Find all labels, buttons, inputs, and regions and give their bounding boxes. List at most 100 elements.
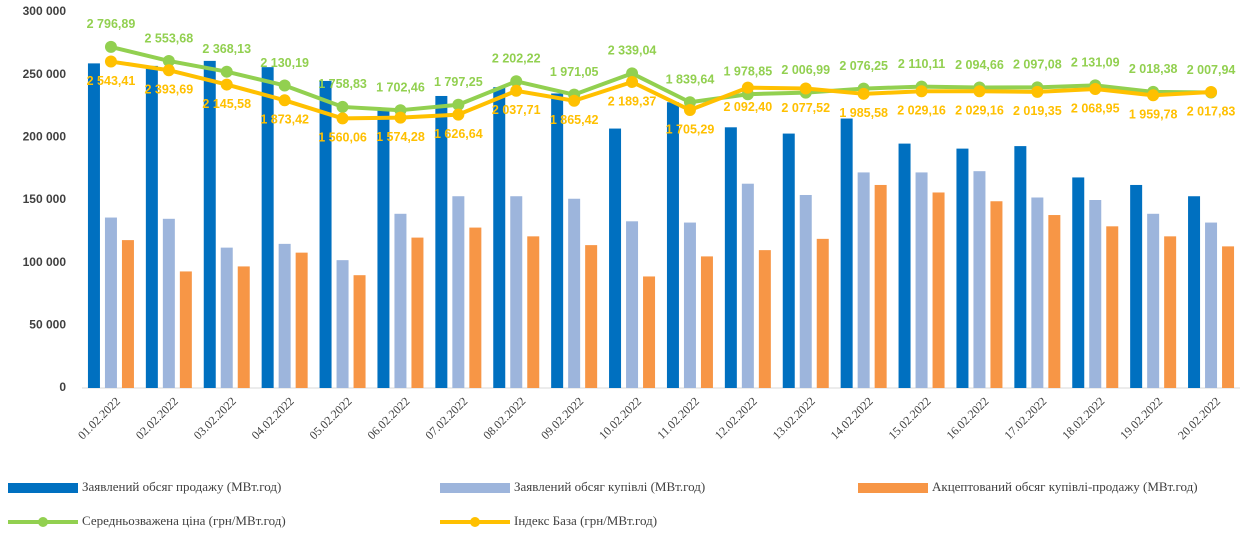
value-label: 2 019,35 bbox=[1013, 104, 1062, 118]
bar bbox=[87, 63, 100, 389]
value-label: 2 037,71 bbox=[492, 103, 541, 117]
bar bbox=[278, 243, 291, 388]
bar bbox=[643, 276, 656, 388]
marker bbox=[857, 87, 870, 100]
bar bbox=[551, 93, 564, 388]
marker bbox=[510, 75, 523, 88]
bar bbox=[1031, 197, 1044, 388]
bar bbox=[353, 275, 366, 388]
y-tick-label: 50 000 bbox=[29, 318, 66, 332]
marker bbox=[1031, 85, 1044, 98]
value-label: 1 574,28 bbox=[376, 130, 425, 144]
value-label: 2 368,13 bbox=[202, 42, 251, 56]
y-tick-label: 150 000 bbox=[23, 192, 67, 206]
marker bbox=[626, 67, 639, 80]
value-label: 1 797,25 bbox=[434, 75, 483, 89]
value-label: 1 560,06 bbox=[318, 131, 367, 145]
value-label: 1 873,42 bbox=[260, 113, 309, 127]
bar bbox=[683, 222, 696, 388]
bar bbox=[469, 227, 482, 388]
marker bbox=[278, 79, 291, 92]
x-tick-label: 06.02.2022 bbox=[364, 394, 412, 442]
legend-swatch bbox=[8, 483, 78, 493]
value-label: 1 758,83 bbox=[318, 77, 367, 91]
x-tick-label: 19.02.2022 bbox=[1117, 394, 1165, 442]
value-label: 2 006,99 bbox=[781, 63, 830, 77]
bar bbox=[816, 238, 829, 388]
value-label: 2 131,09 bbox=[1071, 56, 1120, 70]
marker bbox=[278, 94, 291, 107]
bar bbox=[609, 128, 622, 388]
bar bbox=[145, 65, 158, 388]
value-label: 2 092,40 bbox=[724, 100, 773, 114]
bar bbox=[840, 118, 853, 389]
bar bbox=[527, 236, 540, 388]
value-label: 2 553,68 bbox=[145, 31, 194, 45]
bar bbox=[898, 143, 911, 388]
x-tick-label: 17.02.2022 bbox=[1001, 394, 1049, 442]
marker bbox=[104, 40, 117, 53]
x-tick-label: 14.02.2022 bbox=[828, 394, 876, 442]
bar bbox=[568, 198, 581, 388]
marker bbox=[162, 54, 175, 67]
value-label: 1 985,58 bbox=[839, 106, 888, 120]
bar bbox=[237, 266, 250, 388]
marker bbox=[1205, 85, 1218, 98]
bar bbox=[1130, 184, 1143, 388]
bar bbox=[724, 127, 737, 388]
value-label: 2 076,25 bbox=[839, 59, 888, 73]
value-label: 2 339,04 bbox=[608, 44, 657, 58]
bar bbox=[741, 183, 754, 388]
bar bbox=[295, 252, 308, 388]
x-tick-label: 18.02.2022 bbox=[1059, 394, 1107, 442]
line bbox=[110, 44, 1212, 113]
y-tick-label: 300 000 bbox=[23, 4, 67, 18]
marker bbox=[104, 55, 117, 68]
legend-swatch bbox=[440, 483, 510, 493]
value-label: 2 543,41 bbox=[87, 74, 136, 88]
value-label: 2 029,16 bbox=[897, 104, 946, 118]
value-label: 2 018,38 bbox=[1129, 62, 1178, 76]
bar bbox=[1147, 213, 1160, 388]
value-label: 2 077,52 bbox=[781, 101, 830, 115]
bar bbox=[1205, 222, 1218, 388]
bar bbox=[1164, 236, 1177, 388]
legend-label: Індекс База (грн/МВт.год) bbox=[514, 513, 657, 528]
x-tick-label: 05.02.2022 bbox=[307, 394, 355, 442]
bar bbox=[1072, 177, 1085, 388]
legend-label: Заявлений обсяг купівлі (МВт.год) bbox=[514, 479, 705, 494]
bar bbox=[435, 95, 448, 389]
bar bbox=[1048, 215, 1061, 388]
bar bbox=[956, 148, 969, 388]
x-tick-label: 03.02.2022 bbox=[191, 394, 239, 442]
legend-marker bbox=[470, 517, 480, 527]
marker bbox=[162, 64, 175, 77]
bar bbox=[990, 201, 1003, 388]
bar bbox=[319, 80, 332, 388]
bar bbox=[973, 171, 986, 388]
bar bbox=[932, 192, 945, 388]
legend-swatch bbox=[858, 483, 928, 493]
bar bbox=[203, 60, 216, 388]
bar bbox=[700, 256, 713, 388]
bar bbox=[915, 172, 928, 388]
bar bbox=[758, 250, 771, 388]
y-tick-label: 0 bbox=[59, 380, 66, 394]
marker bbox=[336, 112, 349, 125]
value-label: 2 068,95 bbox=[1071, 101, 1120, 115]
bar bbox=[1222, 246, 1235, 388]
bar bbox=[104, 217, 117, 388]
marker bbox=[452, 98, 465, 111]
value-label: 2 029,16 bbox=[955, 104, 1004, 118]
bar bbox=[666, 102, 679, 389]
marker bbox=[973, 85, 986, 98]
bar bbox=[162, 218, 175, 388]
x-tick-label: 20.02.2022 bbox=[1175, 394, 1223, 442]
bar bbox=[1188, 196, 1201, 388]
marker bbox=[915, 85, 928, 98]
value-label: 2 110,11 bbox=[898, 57, 945, 71]
bar bbox=[121, 240, 134, 388]
value-label: 2 017,83 bbox=[1187, 104, 1236, 118]
marker bbox=[394, 111, 407, 124]
value-label: 1 626,64 bbox=[434, 127, 483, 141]
